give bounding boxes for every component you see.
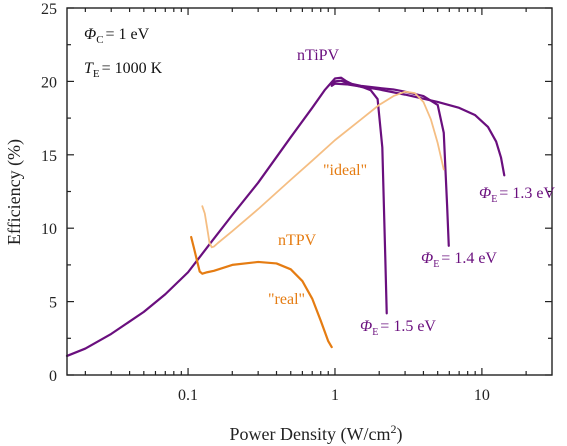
x-tick-label: 1 xyxy=(331,387,339,404)
phi-c-value: = 1 eV xyxy=(106,26,150,43)
phi-e-13-symbol: Φ xyxy=(479,185,491,202)
ntipv-label: nTiPV xyxy=(297,47,340,64)
phi-e-15-label: ΦE = 1.5 eV xyxy=(360,318,436,338)
x-axis-title: Power Density (W/cm2) xyxy=(230,422,403,445)
phi-e-15-symbol: Φ xyxy=(360,318,372,335)
t-e-subscript: E xyxy=(93,68,100,80)
series-line-2 xyxy=(330,79,450,247)
real-label: "real" xyxy=(268,291,305,308)
t-e-annotation: TE = 1000 K xyxy=(84,60,163,80)
phi-e-13-label: ΦE = 1.3 eV xyxy=(479,185,555,205)
phi-e-13-subscript: E xyxy=(491,194,497,205)
tick-layer: 0.1 1 10 0 5 10 15 20 25 xyxy=(41,1,552,404)
t-e-symbol: T xyxy=(84,60,94,77)
phi-e-13-value: = 1.3 eV xyxy=(499,185,555,202)
ntpv-label: nTPV xyxy=(278,232,317,249)
x-tick-label: 10 xyxy=(474,387,490,404)
phi-e-15-value: = 1.5 eV xyxy=(380,318,436,335)
phi-e-14-subscript: E xyxy=(433,259,439,270)
series-layer xyxy=(65,76,506,358)
phi-c-subscript: C xyxy=(96,34,103,46)
ideal-label: "ideal" xyxy=(323,162,367,179)
t-e-value: = 1000 K xyxy=(102,60,163,77)
phi-c-symbol: Φ xyxy=(84,26,96,43)
y-tick-label: 5 xyxy=(49,295,57,312)
phi-e-15-subscript: E xyxy=(372,327,378,338)
series-line-3 xyxy=(330,82,506,177)
y-axis-title: Efficiency (%) xyxy=(4,139,25,245)
series-line-1 xyxy=(65,76,388,358)
series-line-5 xyxy=(201,90,445,249)
x-axis-title-main: Power Density (W/cm xyxy=(230,424,391,445)
x-axis-title-close: ) xyxy=(396,424,402,445)
phi-e-14-value: = 1.4 eV xyxy=(441,250,497,267)
phi-e-14-symbol: Φ xyxy=(421,250,433,267)
y-tick-label: 25 xyxy=(41,1,57,18)
x-tick-label: 0.1 xyxy=(178,387,198,404)
y-tick-label: 0 xyxy=(49,368,57,385)
y-tick-label: 10 xyxy=(41,221,57,238)
y-tick-label: 15 xyxy=(41,148,57,165)
phi-e-14-label: ΦE = 1.4 eV xyxy=(421,250,497,270)
series-line-4 xyxy=(190,235,333,349)
y-tick-label: 20 xyxy=(41,74,57,91)
x-axis-title-sup: 2 xyxy=(390,422,396,436)
phi-c-annotation: ΦC = 1 eV xyxy=(84,26,150,46)
